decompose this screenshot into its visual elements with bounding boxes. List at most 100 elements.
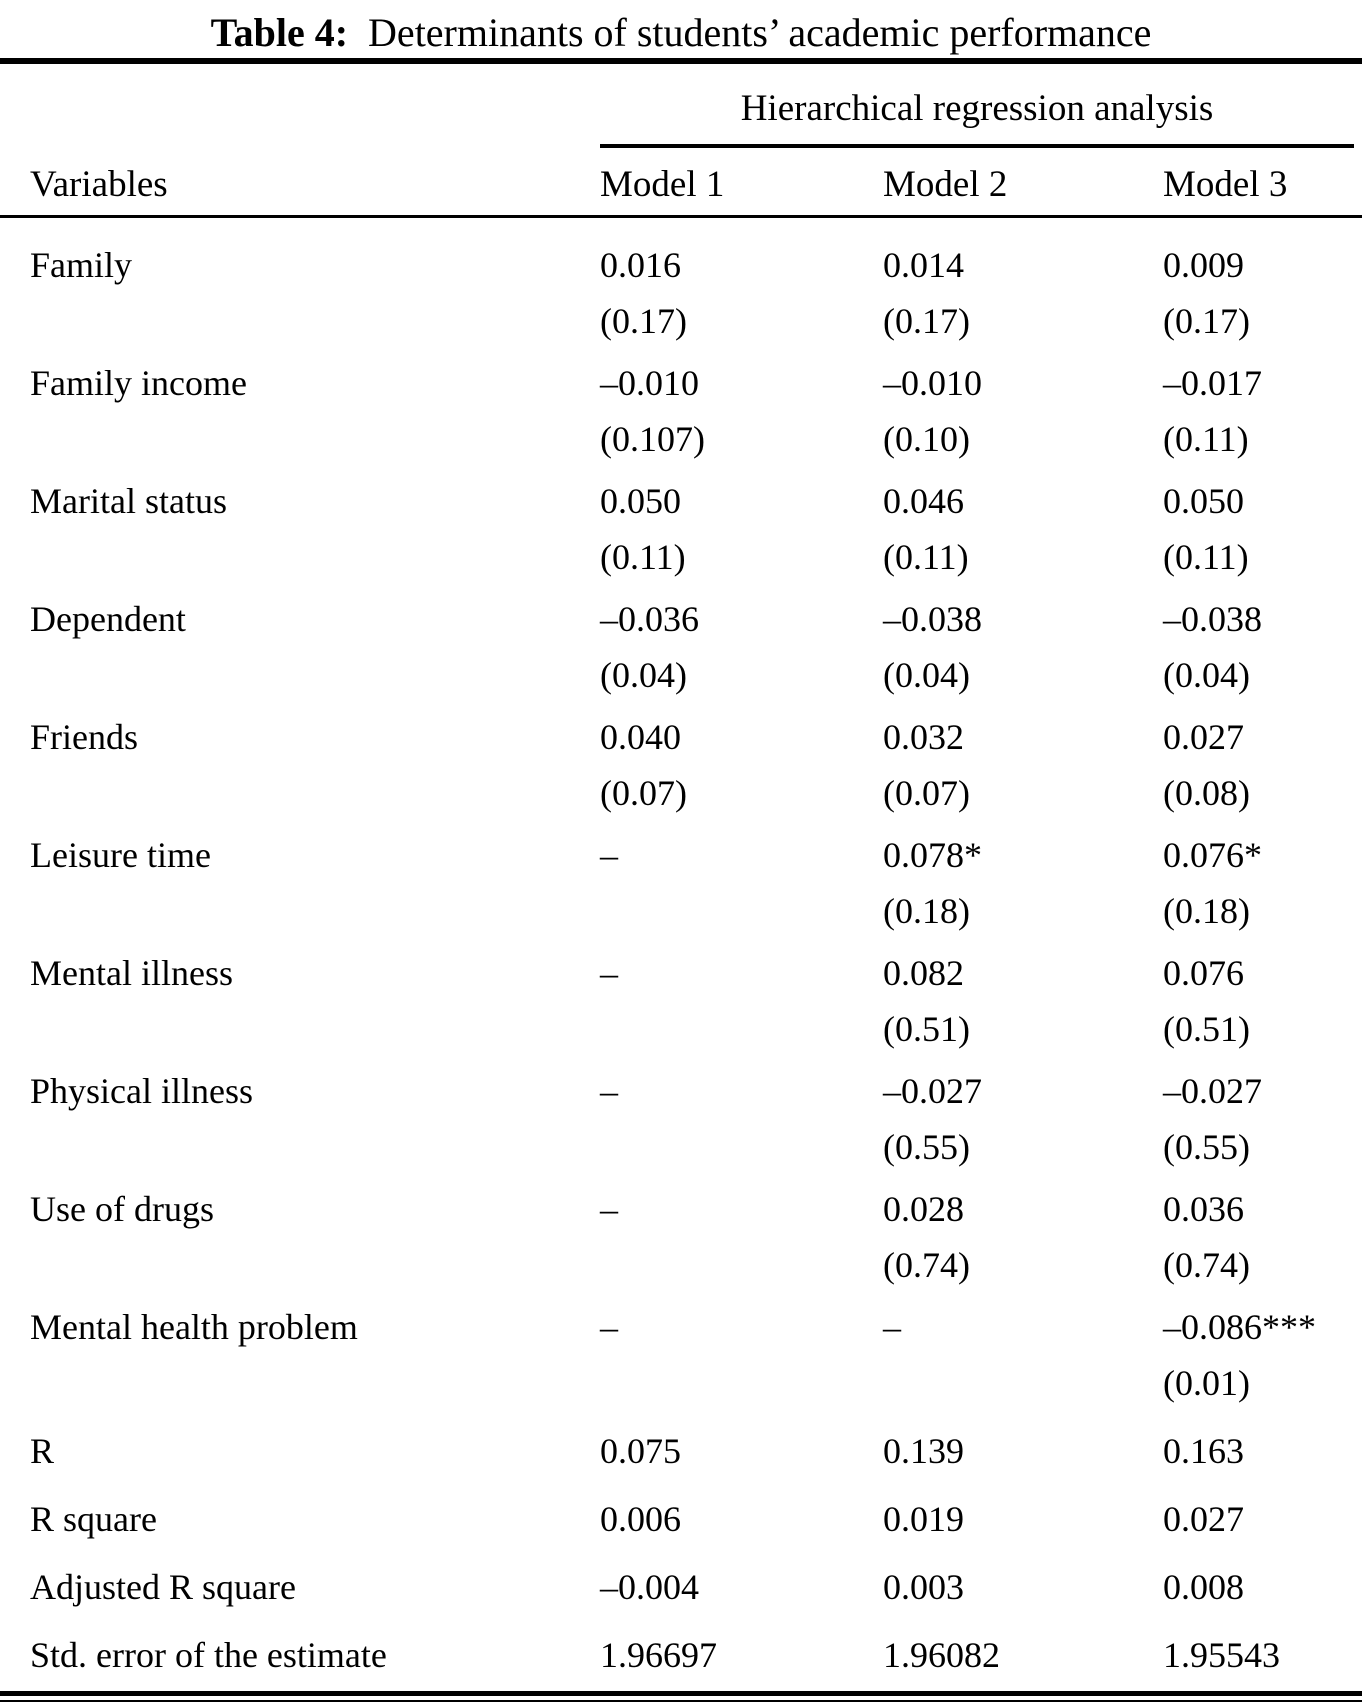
model-3-cell: 0.076* (0.18) — [1163, 827, 1354, 939]
spanner-row: Hierarchical regression analysis — [0, 64, 1362, 148]
summary-value: 1.96697 — [600, 1635, 717, 1675]
variable-label: Leisure time — [30, 835, 211, 875]
standard-error-value: (0.55) — [883, 1127, 970, 1167]
bottom-rule-thick — [0, 1691, 1362, 1696]
coefficient-value: 0.046 — [883, 481, 964, 521]
bottom-rule-thin — [0, 1700, 1362, 1702]
table-row: Dependent –0.036 (0.04) –0.038 (0.04) –0.038 (… — [0, 591, 1362, 703]
model-2-cell: –0.038 (0.04) — [883, 591, 1163, 703]
coefficient-value: 0.082 — [883, 953, 964, 993]
standard-error-value: (0.51) — [883, 1009, 970, 1049]
coefficient-value: 0.050 — [600, 481, 681, 521]
table-summary: R 0.075 0.139 0.163 R square 0.006 0.019 0.027 A… — [0, 1417, 1362, 1689]
standard-error-value: (0.11) — [600, 537, 686, 577]
table-row: Family 0.016 (0.17) 0.014 (0.17) 0.009 (0.17) — [0, 237, 1362, 349]
coefficient-value: –0.010 — [883, 363, 982, 403]
coefficient-value: 0.016 — [600, 245, 681, 285]
variable-cell: Physical illness — [30, 1063, 600, 1175]
standard-error-value: (0.04) — [600, 655, 687, 695]
table-row: Family income –0.010 (0.107) –0.010 (0.10) –0… — [0, 355, 1362, 467]
table-caption: Table 4: Determinants of students’ acade… — [0, 0, 1362, 58]
model-3-cell: 0.050 (0.11) — [1163, 473, 1354, 585]
coefficient-value: –0.038 — [883, 599, 982, 639]
table-row: Leisure time – 0.078* (0.18) 0.076* (0.18) — [0, 827, 1362, 939]
table-row: Marital status 0.050 (0.11) 0.046 (0.11) 0.05… — [0, 473, 1362, 585]
standard-error-value: (0.08) — [1163, 773, 1250, 813]
coefficient-value: – — [600, 1071, 618, 1111]
standard-error-value: (0.17) — [883, 301, 970, 341]
summary-value: 0.027 — [1163, 1499, 1244, 1539]
coefficient-value: 0.027 — [1163, 717, 1244, 757]
model-3-cell: 0.036 (0.74) — [1163, 1181, 1354, 1293]
variable-cell: Use of drugs — [30, 1181, 600, 1293]
variable-cell: Family income — [30, 355, 600, 467]
table-caption-title: Determinants of students’ academic perfo… — [368, 10, 1152, 55]
model-2-cell: – — [883, 1299, 1163, 1411]
coefficient-value: 0.050 — [1163, 481, 1244, 521]
standard-error-value: (0.74) — [1163, 1245, 1250, 1285]
summary-value: 1.96082 — [883, 1635, 1000, 1675]
standard-error-value — [600, 1237, 883, 1293]
column-header-row: Variables Model 1 Model 2 Model 3 — [0, 148, 1362, 215]
variable-label: Family — [30, 245, 133, 285]
standard-error-value: (0.07) — [883, 773, 970, 813]
model-1-cell: – — [600, 1181, 883, 1293]
variable-cell: Mental illness — [30, 945, 600, 1057]
bottom-rules — [0, 1691, 1362, 1702]
standard-error-value: (0.04) — [883, 655, 970, 695]
variable-label: Family income — [30, 363, 247, 403]
column-header-model1: Model 1 — [600, 164, 725, 205]
variable-label: Marital status — [30, 481, 227, 521]
coefficient-value: 0.032 — [883, 717, 964, 757]
coefficient-value: – — [600, 1307, 618, 1347]
table-body: Family 0.016 (0.17) 0.014 (0.17) 0.009 (0.17) F… — [0, 218, 1362, 1411]
standard-error-value: (0.74) — [883, 1245, 970, 1285]
standard-error-value — [600, 1119, 883, 1175]
table-caption-text — [358, 10, 368, 55]
standard-error-value: (0.107) — [600, 419, 705, 459]
coefficient-value: –0.086*** — [1163, 1307, 1316, 1347]
column-header-variables: Variables — [30, 164, 168, 205]
coefficient-value: – — [600, 953, 618, 993]
model-2-cell: 0.046 (0.11) — [883, 473, 1163, 585]
summary-value: 0.003 — [883, 1567, 964, 1607]
standard-error-value: (0.11) — [1163, 537, 1249, 577]
summary-value: 1.95543 — [1163, 1635, 1280, 1675]
model-1-cell: – — [600, 1299, 883, 1411]
standard-error-value: (0.10) — [883, 419, 970, 459]
summary-row: R square 0.006 0.019 0.027 — [0, 1485, 1362, 1553]
table-row: Mental health problem – – –0.086*** (0.01) — [0, 1299, 1362, 1411]
column-header-model3: Model 3 — [1163, 164, 1288, 205]
model-2-cell: 0.032 (0.07) — [883, 709, 1163, 821]
variable-cell: Marital status — [30, 473, 600, 585]
standard-error-value: (0.17) — [1163, 301, 1250, 341]
model-3-cell: 0.076 (0.51) — [1163, 945, 1354, 1057]
model-1-cell: – — [600, 827, 883, 939]
coefficient-value: –0.027 — [883, 1071, 982, 1111]
summary-value: 0.163 — [1163, 1431, 1244, 1471]
top-rule — [0, 58, 1362, 64]
model-2-cell: 0.078* (0.18) — [883, 827, 1163, 939]
table-row: Friends 0.040 (0.07) 0.032 (0.07) 0.027 (0.08) — [0, 709, 1362, 821]
standard-error-value — [600, 1355, 883, 1411]
model-2-cell: –0.010 (0.10) — [883, 355, 1163, 467]
coefficient-value: – — [600, 1189, 618, 1229]
model-2-cell: 0.028 (0.74) — [883, 1181, 1163, 1293]
summary-row: Std. error of the estimate 1.96697 1.96082… — [0, 1621, 1362, 1689]
model-2-cell: 0.082 (0.51) — [883, 945, 1163, 1057]
summary-value: 0.008 — [1163, 1567, 1244, 1607]
table-row: Use of drugs – 0.028 (0.74) 0.036 (0.74) — [0, 1181, 1362, 1293]
model-1-cell: –0.010 (0.107) — [600, 355, 883, 467]
coefficient-value: 0.036 — [1163, 1189, 1244, 1229]
model-3-cell: –0.027 (0.55) — [1163, 1063, 1354, 1175]
standard-error-value: (0.18) — [1163, 891, 1250, 931]
variable-label: Physical illness — [30, 1071, 253, 1111]
table-caption-label: Table 4: — [210, 10, 349, 55]
coefficient-value: 0.040 — [600, 717, 681, 757]
standard-error-value — [600, 883, 883, 939]
table-row: Mental illness – 0.082 (0.51) 0.076 (0.51) — [0, 945, 1362, 1057]
model-3-cell: –0.086*** (0.01) — [1163, 1299, 1354, 1411]
coefficient-value: 0.009 — [1163, 245, 1244, 285]
model-3-cell: 0.027 (0.08) — [1163, 709, 1354, 821]
variable-label: Dependent — [30, 599, 186, 639]
